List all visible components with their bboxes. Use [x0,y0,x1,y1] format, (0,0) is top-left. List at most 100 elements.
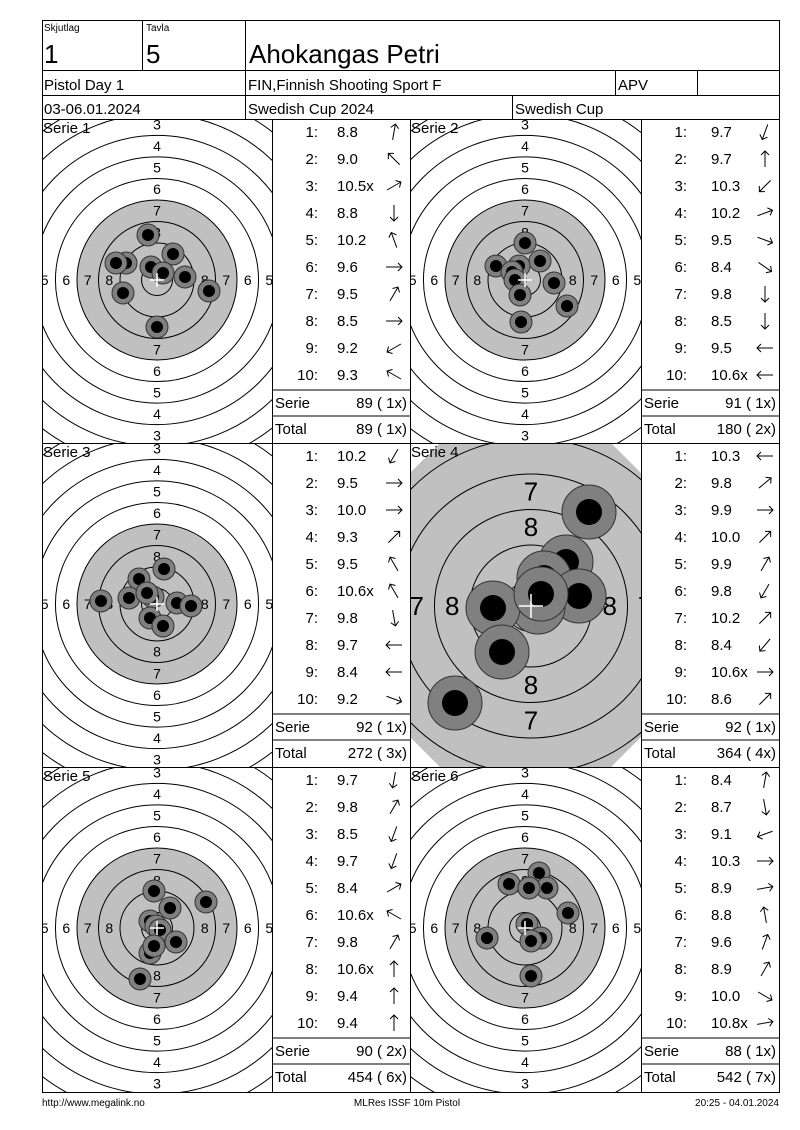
shot-score: 9.2 [337,340,358,357]
ring-label: 8 [201,920,209,936]
ring-label: 8 [569,920,577,936]
ring-label: 6 [153,505,161,521]
shot-number: 10: [666,691,687,708]
ring-label: 7 [452,920,460,936]
shot-score: 9.9 [711,502,732,519]
direction-arrow [388,853,398,870]
shot-score: 8.5 [337,313,358,330]
shot-number: 3: [674,178,687,195]
direction-arrow [389,286,400,302]
shot-core [167,248,179,260]
direction-arrow [386,316,403,326]
total-label: Total [644,1069,676,1086]
running-total: 542 ( 7x) [717,1069,776,1086]
ring [410,804,641,1052]
class: APV [618,77,648,94]
ring [444,199,606,361]
direction-arrow [758,179,772,193]
shot-number: 6: [674,259,687,276]
ring-label: 7 [521,989,529,1005]
shot-number: 1: [674,448,687,465]
shot-core [523,882,535,894]
ring-label: 5 [41,920,49,936]
shot-number: 1: [305,124,318,141]
direction-arrow [757,991,773,1002]
serie-label: Serie [644,719,679,736]
ring-label: 5 [153,1032,161,1048]
serie-label: Serie [644,395,679,412]
direction-arrow [386,909,402,920]
ring-label: 6 [244,272,252,288]
direction-arrow [757,207,774,217]
shot-core [179,271,191,283]
shot-number: 6: [674,907,687,924]
shot-number: 3: [305,826,318,843]
ring-label: 7 [84,920,92,936]
direction-arrow [759,124,769,141]
shot-number: 9: [305,664,318,681]
shot-core [562,907,574,919]
direction-arrow [388,583,399,599]
direction-arrow [386,262,403,272]
shot-core [481,932,493,944]
ring-label: 7 [153,665,161,681]
ring-label: 5 [633,272,641,288]
serie-label: Serie [275,1043,310,1060]
ring-label: 8 [445,591,459,621]
shot-number: 6: [305,259,318,276]
shot-score: 10.6x [711,367,748,384]
shot-number: 9: [674,340,687,357]
direction-arrow [761,799,771,816]
ring-label: 6 [62,596,70,612]
ring-label: 5 [521,384,529,400]
ring-label: 8 [153,968,161,984]
ring-label: 7 [521,851,529,867]
shot-core [123,592,135,604]
shot-number: 3: [674,826,687,843]
ring-label: 3 [153,765,161,781]
ring-label: 8 [524,512,538,542]
shot-score: 10.6x [711,664,748,681]
shot-score: 9.5 [711,232,732,249]
shot-score: 9.8 [337,934,358,951]
ring-label: 3 [521,117,529,133]
ring-label: 8 [201,596,209,612]
shot-number: 4: [305,853,318,870]
label: Tavla [146,23,170,34]
direction-arrow [386,180,402,191]
ring-label: 5 [409,920,417,936]
ring-label: 4 [521,138,529,154]
shot-core [515,316,527,328]
shot-core [509,274,521,286]
ring-label: 8 [473,920,481,936]
club: FIN,Finnish Shooting Sport F [248,77,441,94]
direction-arrow [758,476,772,489]
ring-label: 6 [153,687,161,703]
shot-core [541,882,553,894]
serie-total: 89 ( 1x) [356,395,407,412]
direction-arrow [386,343,402,354]
ring-label: 6 [153,363,161,379]
shot-score: 8.8 [711,907,732,924]
shot-score: 8.5 [337,826,358,843]
shot-number: 4: [305,205,318,222]
shot-core [110,257,122,269]
ring-label: 5 [153,484,161,500]
shot-score: 9.7 [711,124,732,141]
shot-score: 9.4 [337,1015,358,1032]
shot-number: 9: [674,664,687,681]
direction-arrow [757,236,774,246]
direction-arrow [756,370,773,380]
direction-arrow [388,231,398,248]
ring-label: 7 [84,596,92,612]
shot-score: 9.6 [711,934,732,951]
shot-score: 9.7 [337,637,358,654]
ring-label: 5 [409,272,417,288]
ring-label: 6 [153,829,161,845]
ring-label: 6 [244,596,252,612]
shot-core [164,902,176,914]
shot-score: 8.7 [711,799,732,816]
shot-number: 2: [305,151,318,168]
shot-score: 8.4 [337,880,358,897]
running-total: 89 ( 1x) [356,421,407,438]
